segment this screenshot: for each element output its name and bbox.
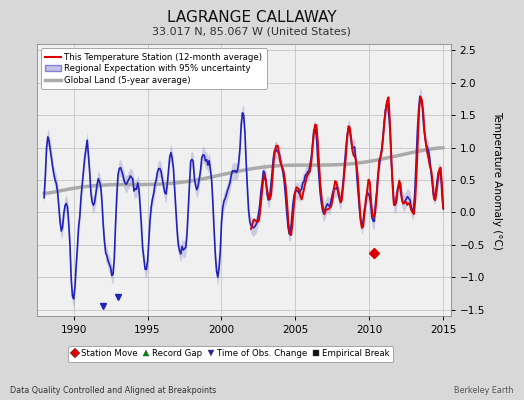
Text: LAGRANGE CALLAWAY: LAGRANGE CALLAWAY bbox=[167, 10, 336, 25]
Text: Berkeley Earth: Berkeley Earth bbox=[454, 386, 514, 395]
Legend: This Temperature Station (12-month average), Regional Expectation with 95% uncer: This Temperature Station (12-month avera… bbox=[41, 48, 267, 89]
Text: 33.017 N, 85.067 W (United States): 33.017 N, 85.067 W (United States) bbox=[152, 26, 351, 36]
Text: Data Quality Controlled and Aligned at Breakpoints: Data Quality Controlled and Aligned at B… bbox=[10, 386, 217, 395]
Legend: Station Move, Record Gap, Time of Obs. Change, Empirical Break: Station Move, Record Gap, Time of Obs. C… bbox=[68, 346, 393, 362]
Y-axis label: Temperature Anomaly (°C): Temperature Anomaly (°C) bbox=[492, 110, 502, 250]
